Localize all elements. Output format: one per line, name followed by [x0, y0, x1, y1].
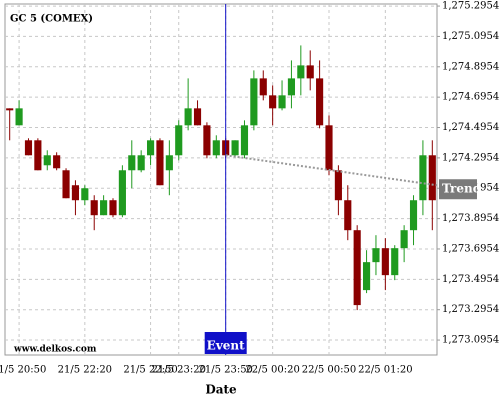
candle-body [400, 230, 408, 249]
candle-body [269, 95, 277, 109]
trend-label: Trend [442, 182, 482, 196]
y-tick-label: 1,275.2954 [442, 1, 499, 12]
candle-body [53, 155, 61, 169]
candle-body [15, 108, 23, 126]
candle-body [240, 125, 249, 156]
candle-body [156, 140, 164, 186]
x-tick-label: 21/5 23:20 [152, 365, 206, 376]
plot-area [4, 3, 438, 356]
candle-body [81, 188, 89, 201]
chart-title: GC 5 (COMEX) [10, 14, 93, 25]
candle-body [212, 140, 220, 156]
y-tick-label: 1,273.0954 [442, 335, 499, 346]
x-tick-label: 22/5 00:20 [245, 365, 299, 376]
candle-body [259, 78, 267, 96]
event-label: Event [207, 339, 245, 353]
y-tick-label: 1,274.6954 [442, 92, 499, 103]
x-tick-label: 22/5 01:20 [358, 365, 412, 376]
candle-body [381, 248, 389, 276]
candle-body [109, 200, 117, 216]
candle-body [391, 248, 399, 276]
candle-body [362, 262, 371, 291]
candle-body [344, 200, 352, 231]
candle-body [175, 125, 183, 156]
x-axis-title: Date [205, 383, 237, 397]
candle-body [193, 108, 202, 126]
candle-body [297, 65, 305, 79]
x-tick-label: 21/5 22:50 [123, 365, 177, 376]
watermark: www.delkos.com [13, 345, 97, 355]
candle-body [325, 125, 333, 171]
candle-body [165, 155, 173, 171]
y-tick-label: 1,273.6954 [442, 243, 499, 254]
x-tick-label: 21/5 20:50 [0, 365, 46, 376]
event-box [204, 332, 247, 354]
y-tick-label: 1,273.2954 [442, 304, 499, 315]
candle-body [137, 155, 145, 171]
trend-line [225, 154, 438, 187]
candle-body [184, 108, 192, 126]
candle-body [372, 248, 380, 263]
candles [6, 45, 436, 311]
y-tick-label: 1,274.2954 [442, 152, 499, 163]
candle-body [62, 170, 70, 199]
candle-body [250, 78, 258, 126]
candle-body [118, 170, 126, 216]
y-tick-label: 1,273.8954 [442, 213, 499, 224]
candle-body [316, 78, 324, 126]
x-tick-label: 22/5 00:50 [302, 365, 356, 376]
candle-body [419, 155, 427, 201]
candle-body [6, 108, 14, 111]
candle-body [100, 200, 108, 216]
y-tick-label: 1,275.0954 [442, 31, 499, 42]
candle-body [428, 155, 436, 201]
y-tick-label: 1,273.4954 [442, 274, 499, 285]
candle-body [128, 155, 136, 171]
candle-body [24, 140, 33, 156]
candle-body [334, 170, 342, 201]
candle-body [43, 155, 51, 166]
candle-body [287, 78, 296, 96]
trend-box [439, 179, 477, 200]
candle-body [146, 140, 155, 156]
candle-body [353, 230, 361, 306]
y-tick-label: 1,274.8954 [442, 61, 499, 72]
candle-body [34, 140, 42, 171]
candle-body [409, 200, 418, 231]
x-tick-label: 21/5 22:20 [58, 365, 112, 376]
candle-body [306, 65, 314, 79]
x-tick-label: 21/5 23:50 [198, 365, 252, 376]
candle-body [231, 140, 239, 156]
candle-body [71, 185, 80, 201]
y-tick-label: 1,274.4954 [442, 122, 499, 133]
candle-body [90, 200, 98, 216]
candle-body [278, 95, 286, 109]
candle-body [203, 125, 211, 156]
